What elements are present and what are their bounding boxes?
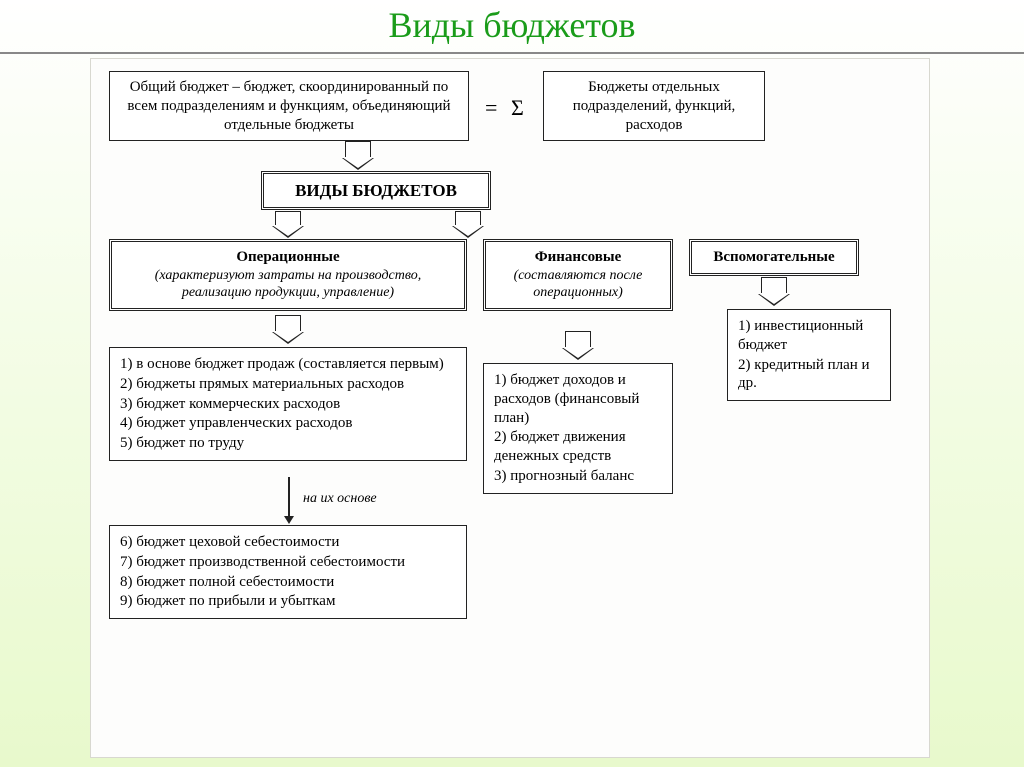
operational-subtitle: (характеризуют затраты на производст­во,… [122,267,454,302]
arrow-center-to-financial [455,211,481,227]
operational-header: Операционные (характеризуют затраты на п… [109,239,467,311]
financial-title: Финансовые [496,248,660,267]
op-item: 8) бюджет полной себестоимости [120,573,456,592]
fin-item: 3) прогнозный баланс [494,467,662,486]
op-item: 6) бюджет цеховой себестоимости [120,533,456,552]
auxiliary-header: Вспомогательные [689,239,859,276]
op-item: 2) бюджеты прямых материальных расходов [120,375,456,394]
op-item: 3) бюджет коммерческих расходов [120,395,456,414]
financial-list: 1) бюджет доходов и расходов (финансо­вы… [483,363,673,494]
op-item: 7) бюджет производственной себе­стоимост… [120,553,456,572]
page-title: Виды бюджетов [0,4,1024,46]
operational-list-top: 1) в основе бюджет продаж (состав­ляется… [109,347,467,461]
arrow-financial-to-list [565,331,591,349]
operational-list-bottom: 6) бюджет цеховой себестоимости 7) бюдже… [109,525,467,619]
sub-budgets-box: Бюджеты отдельных подразделений, функ­ци… [543,71,765,141]
financial-header: Финансовые (составляются после операцион… [483,239,673,311]
budget-types-title-box: ВИДЫ БЮДЖЕТОВ [261,171,491,210]
operational-title: Операционные [122,248,454,267]
auxiliary-title: Вспомогательные [702,248,846,267]
between-label: на их основе [303,491,377,507]
op-item: 1) в основе бюджет продаж (состав­ляется… [120,355,456,374]
arrow-top-to-center [345,141,371,159]
arrow-list-top-to-bottom [288,477,290,517]
arrow-center-to-operational [275,211,301,227]
sigma-symbol: Σ [511,95,524,121]
op-item: 4) бюджет управленческих расходов [120,414,456,433]
arrow-auxiliary-to-list [761,277,787,295]
auxiliary-list: 1) инвестици­онный бюд­жет 2) кредитный … [727,309,891,401]
op-item: 9) бюджет по прибыли и убыткам [120,592,456,611]
aux-item: 1) инвестици­онный бюд­жет [738,317,880,355]
aux-item: 2) кредитный план и др. [738,356,880,394]
financial-subtitle: (составляются после операцион­ных) [496,267,660,302]
op-item: 5) бюджет по труду [120,434,456,453]
diagram-area: Общий бюджет – бюджет, скоординированный… [90,58,930,758]
fin-item: 1) бюджет доходов и расходов (финансо­вы… [494,371,662,427]
title-underline [0,52,1024,54]
fin-item: 2) бюджет движения денежных средств [494,428,662,466]
arrow-operational-to-list1 [275,315,301,333]
equals-symbol: = [485,95,497,121]
general-budget-box: Общий бюджет – бюджет, скоординированный… [109,71,469,141]
